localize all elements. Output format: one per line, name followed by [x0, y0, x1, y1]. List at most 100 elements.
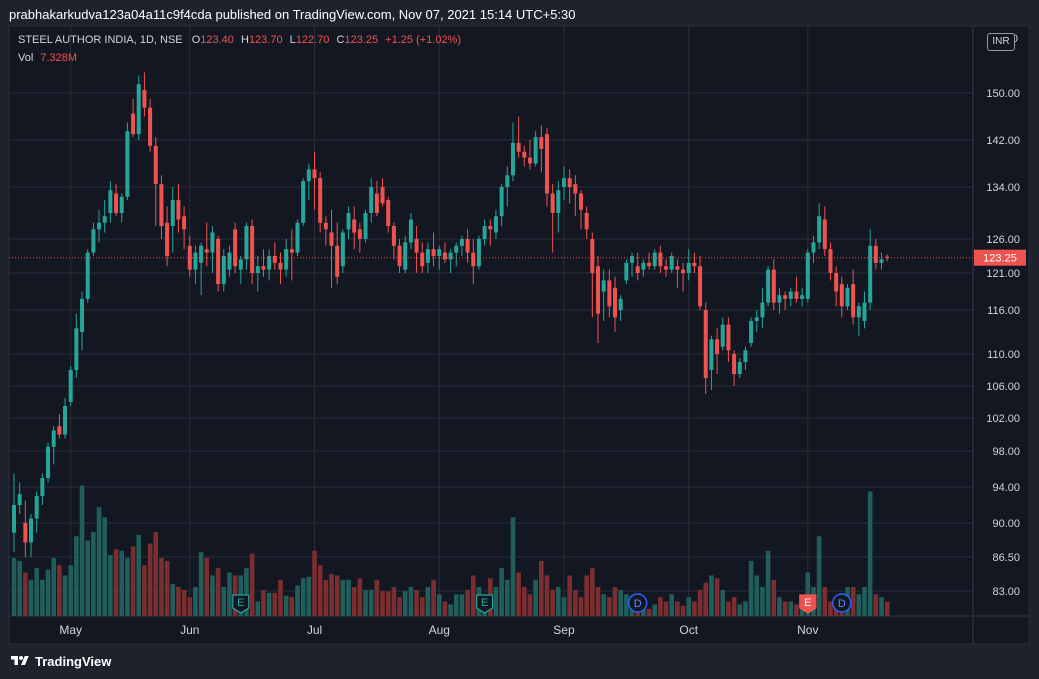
published-header: prabhakarkudva123a04a11c9f4cda published…	[9, 7, 576, 22]
candle-body	[692, 262, 697, 267]
low-value: 122.70	[295, 34, 330, 46]
last-price-tag	[974, 249, 1026, 266]
volume-bar	[720, 589, 726, 616]
volume-bars	[11, 485, 890, 616]
volume-bar	[788, 601, 794, 616]
candle-body	[471, 252, 476, 267]
volume-bar	[119, 550, 125, 616]
volume-bar	[408, 587, 414, 616]
candle-body	[476, 239, 481, 267]
volume-bar	[459, 594, 465, 616]
volume-legend: Vol 7.328M	[18, 52, 77, 64]
volume-bar	[697, 589, 703, 616]
candle-body	[142, 90, 147, 108]
footer-brand: TradingView	[9, 651, 111, 671]
candle-body	[777, 295, 782, 303]
price-axis[interactable]: 83.00 86.50 90.00 94.00 98.00 102.00 106.00 110…	[986, 33, 1020, 598]
candle-body	[817, 216, 822, 243]
candle-body	[794, 291, 799, 299]
candle-body	[482, 226, 487, 239]
candle-body	[408, 219, 413, 243]
candle-body	[618, 298, 623, 310]
dividend-marker-icon[interactable]	[627, 593, 648, 613]
candle-body	[170, 200, 175, 226]
volume-bar	[760, 587, 765, 616]
candle-body	[533, 137, 538, 164]
candle-body	[839, 284, 844, 307]
volume-bar	[204, 558, 210, 616]
candle-body	[306, 169, 311, 182]
volume-bar	[646, 608, 652, 616]
volume-bar	[714, 578, 720, 616]
volume-bar	[74, 536, 79, 616]
volume-bar	[675, 601, 680, 616]
candle-body	[91, 229, 96, 253]
high-label: H	[240, 34, 249, 46]
volume-bar	[23, 572, 28, 616]
volume-bar	[385, 591, 391, 616]
tradingview-logo-icon	[11, 656, 29, 665]
volume-bar	[442, 601, 448, 616]
earnings-marker-icon[interactable]	[232, 594, 250, 614]
candle-body	[698, 266, 703, 307]
volume-bar	[516, 572, 521, 616]
dividend-marker-icon[interactable]	[832, 593, 852, 613]
volume-bar	[283, 595, 289, 616]
volume-bar	[567, 575, 572, 616]
candle-body	[114, 193, 119, 213]
volume-bar	[453, 594, 459, 616]
candle-body	[233, 229, 238, 267]
change-value: +1.25 (+1.02%)	[385, 34, 462, 46]
candle-body	[46, 446, 51, 478]
volume-bar	[227, 572, 232, 616]
earnings-marker-icon[interactable]	[799, 594, 817, 614]
high-value: 123.70	[248, 34, 283, 46]
candle-body	[737, 362, 742, 374]
candle-body	[57, 426, 62, 435]
volume-bar	[504, 579, 510, 616]
currency-button[interactable]: INR	[987, 33, 1015, 51]
volume-bar	[278, 579, 283, 616]
volume-bar	[272, 592, 278, 616]
candle-body	[561, 178, 566, 187]
y-tick-label: 110.00	[987, 349, 1020, 361]
volume-bar	[34, 568, 39, 616]
volume-bar	[181, 589, 187, 616]
x-tick-label: Jul	[307, 623, 322, 637]
earnings-marker-icon[interactable]	[476, 594, 494, 614]
candle-body	[805, 252, 810, 299]
candle-body	[51, 430, 56, 447]
candle-body	[749, 321, 754, 343]
candle-body	[12, 505, 16, 533]
candle-body	[596, 266, 601, 314]
candle-body	[238, 259, 243, 270]
volume-bar	[595, 587, 601, 616]
candle-body	[335, 245, 340, 277]
volume-bar	[544, 575, 550, 616]
candle-body	[771, 269, 776, 303]
candle-body	[425, 249, 430, 263]
volume-bar	[499, 568, 504, 616]
volume-bar	[374, 579, 380, 616]
volume-bar	[850, 587, 856, 616]
volume-bar	[334, 575, 340, 616]
volume-bar	[351, 587, 357, 616]
candle-body	[131, 113, 136, 135]
candle-body	[601, 280, 606, 292]
candle-body	[732, 354, 737, 374]
volume-bar	[726, 601, 731, 616]
volume-bar	[578, 597, 584, 616]
symbol-legend: STEEL AUTHOR INDIA, 1D, NSE O123.40 H123…	[18, 34, 461, 46]
candle-body	[40, 478, 45, 496]
candle-body	[788, 291, 793, 299]
time-axis[interactable]: May Jun Jul Aug Sep Oct Nov	[59, 623, 818, 637]
candle-body	[397, 245, 402, 267]
open-label: O	[191, 34, 201, 46]
volume-bar	[431, 579, 436, 616]
volume-bar	[113, 549, 119, 616]
candle-body	[261, 266, 266, 270]
volume-bar	[556, 587, 561, 616]
volume-bar	[125, 558, 130, 616]
